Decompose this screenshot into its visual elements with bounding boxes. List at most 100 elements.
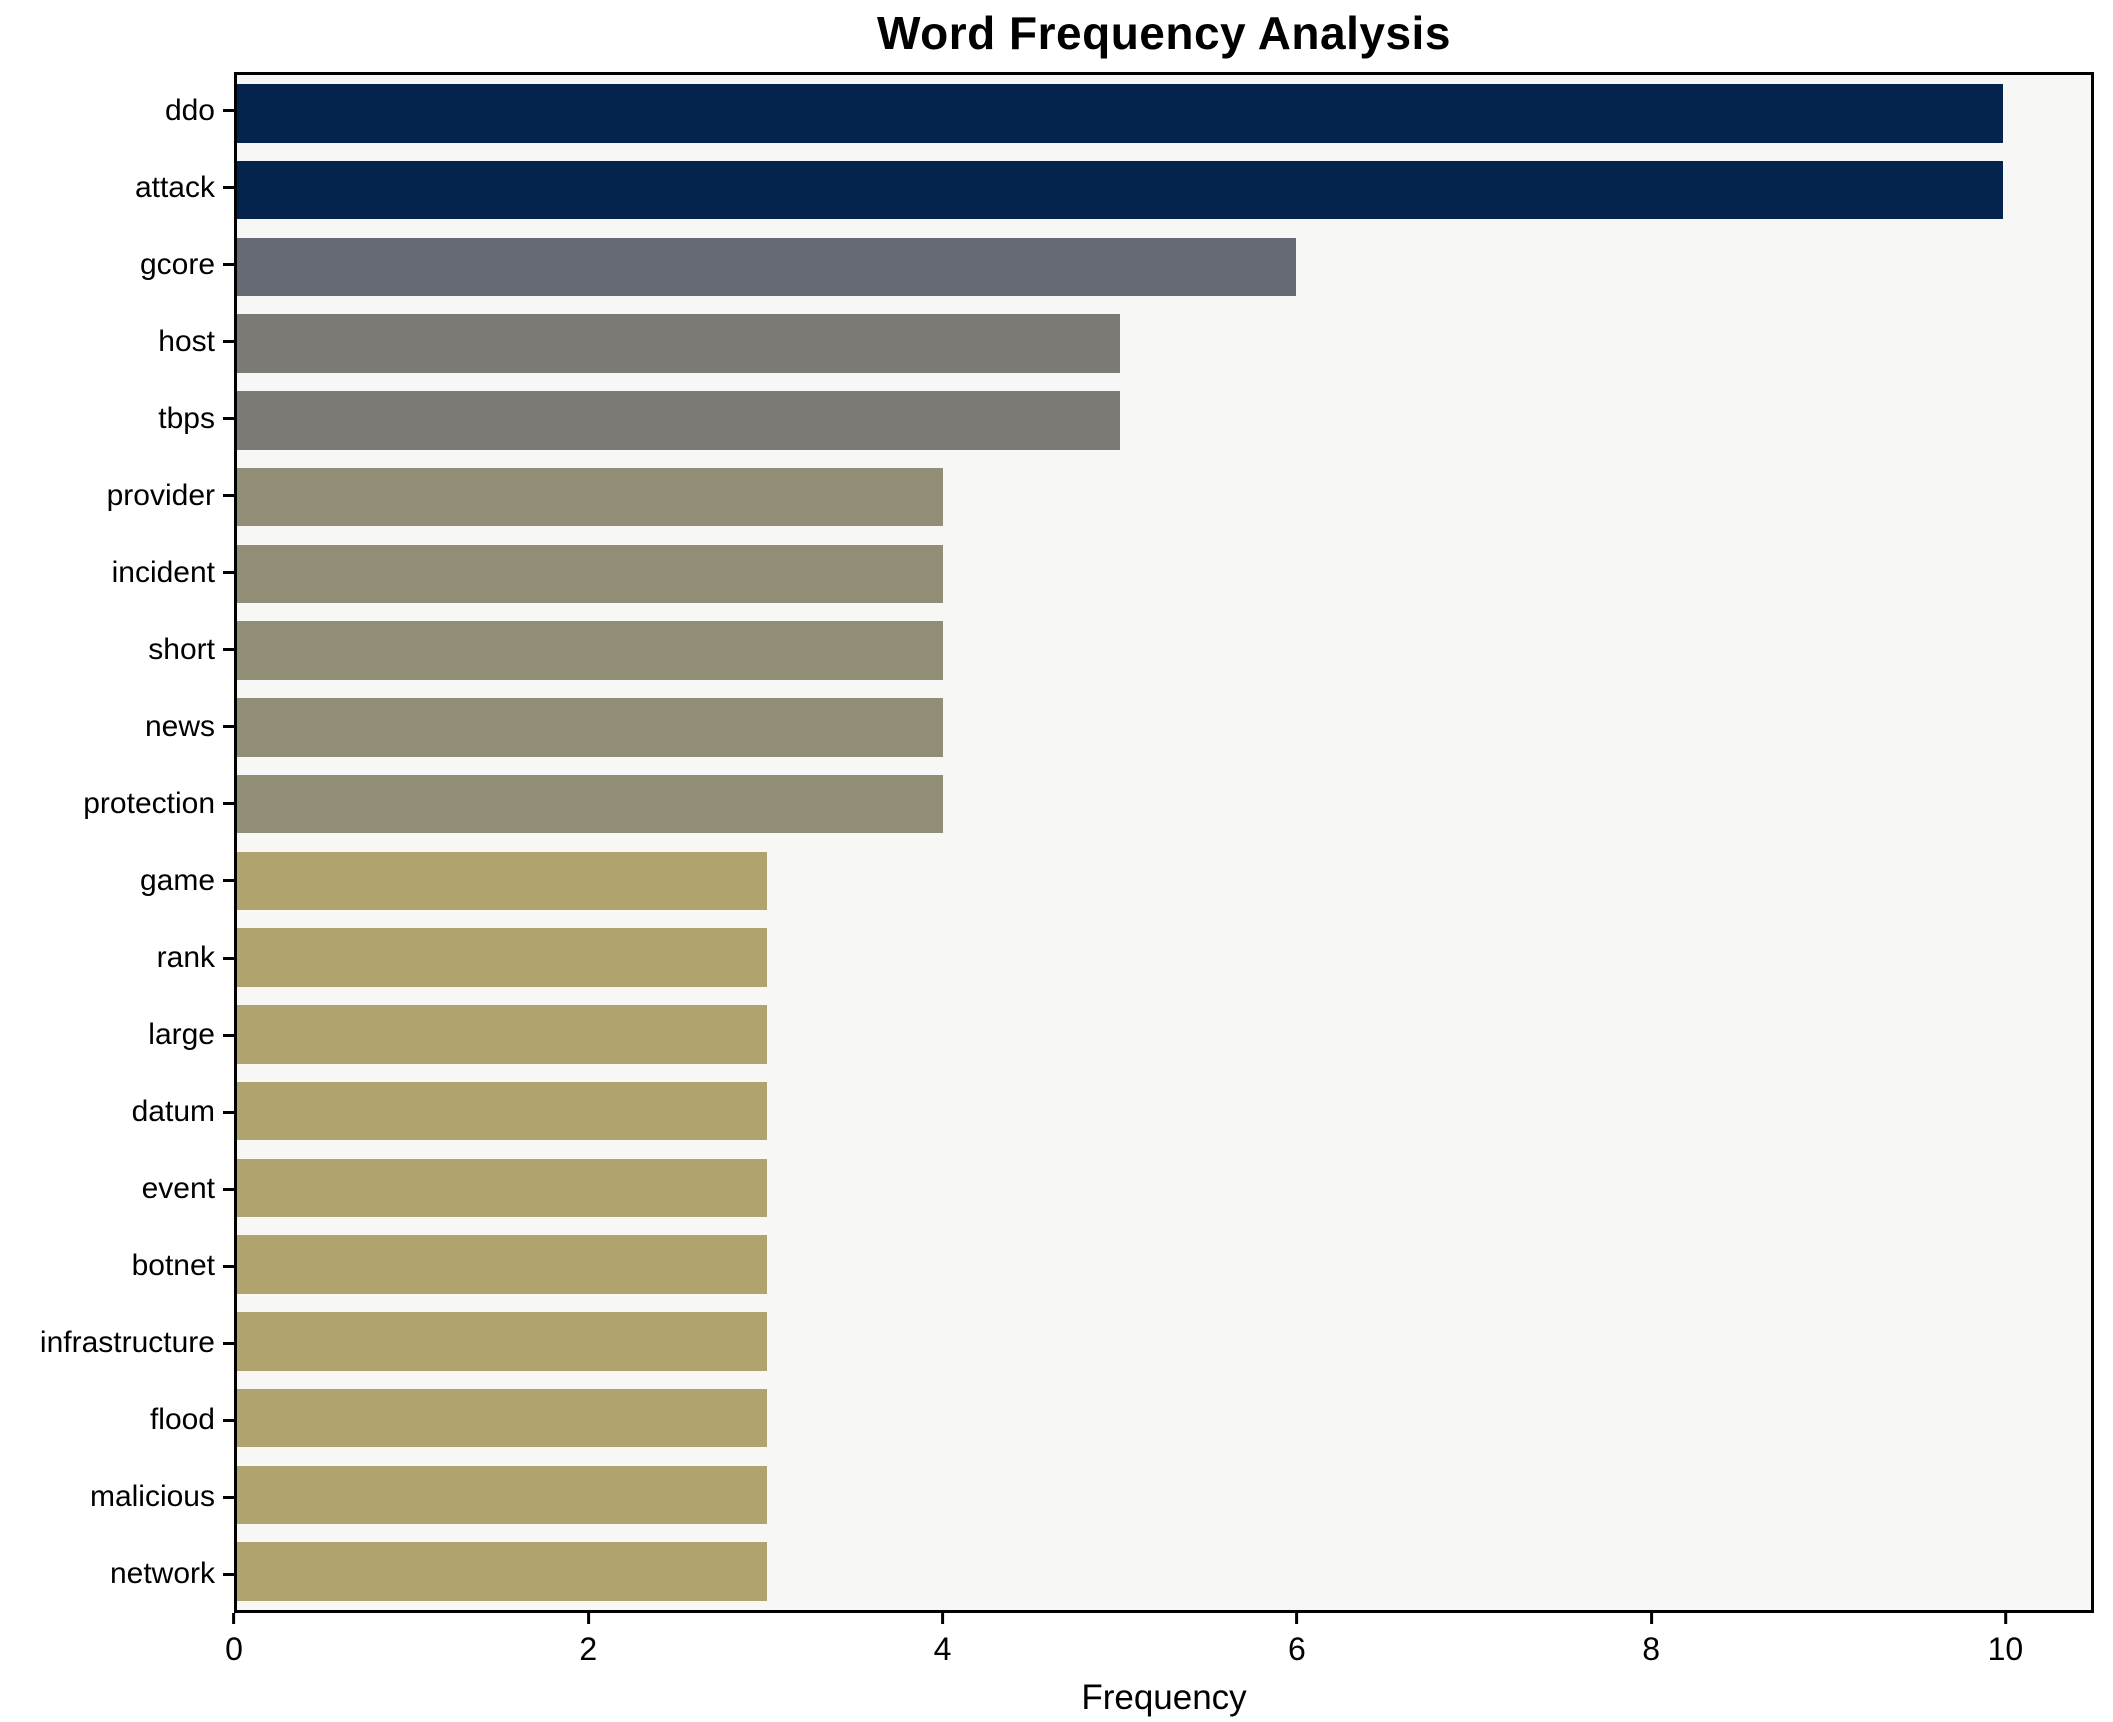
y-axis-category-label: attack — [134, 170, 215, 204]
y-axis-category-label: malicious — [89, 1480, 215, 1514]
x-axis-tick-mark — [1295, 1613, 1299, 1624]
x-axis-tick-label: 2 — [579, 1631, 598, 1667]
y-axis-tick-mark — [223, 725, 234, 729]
bar-row — [237, 1303, 2091, 1380]
y-tick-row: incident — [0, 534, 234, 611]
x-axis-tick-label: 8 — [1642, 1631, 1661, 1667]
frequency-bar — [237, 1388, 767, 1448]
x-tick: 2 — [579, 1613, 597, 1668]
y-axis-category-label: datum — [131, 1095, 215, 1129]
y-axis-tick-mark — [223, 1418, 234, 1422]
x-axis-ticks: 0 2 4 6 8 10 — [225, 1613, 2094, 1683]
y-axis-category-label: infrastructure — [39, 1326, 215, 1360]
frequency-bar — [237, 1005, 767, 1064]
y-tick-row: event — [0, 1151, 234, 1228]
plot-area — [234, 72, 2094, 1613]
y-tick-row: flood — [0, 1382, 234, 1459]
x-tick: 8 — [1642, 1613, 1660, 1668]
y-axis-category-label: event — [141, 1172, 215, 1206]
x-axis-tick-label: 0 — [225, 1631, 243, 1667]
y-axis-tick-mark — [223, 1187, 234, 1191]
bar-row — [237, 612, 2091, 689]
y-axis-tick-mark — [223, 186, 234, 190]
y-tick-row: protection — [0, 765, 234, 842]
y-axis-tick-mark — [223, 1341, 234, 1345]
bar-row — [237, 1150, 2091, 1227]
bar-row — [237, 305, 2091, 382]
frequency-bar — [237, 1081, 767, 1141]
y-axis-tick-mark — [223, 802, 234, 806]
y-axis-tick-mark — [223, 494, 234, 498]
frequency-bar — [237, 1465, 767, 1525]
y-axis-tick-mark — [223, 1264, 234, 1268]
y-tick-row: ddo — [0, 72, 234, 149]
bar-row — [237, 919, 2091, 996]
frequency-bar — [237, 544, 944, 604]
frequency-bar — [237, 314, 1120, 373]
y-axis-category-label: host — [158, 324, 215, 358]
frequency-bar — [237, 1312, 767, 1371]
y-axis-tick-mark — [223, 1572, 234, 1576]
bar-row — [237, 382, 2091, 459]
x-axis-tick-mark — [1649, 1613, 1653, 1624]
y-axis-category-label: gcore — [139, 247, 215, 281]
bar-row — [237, 996, 2091, 1073]
frequency-bar — [237, 698, 944, 757]
bar-row — [237, 689, 2091, 766]
x-tick: 0 — [225, 1613, 243, 1668]
x-tick: 4 — [933, 1613, 952, 1668]
frequency-bar — [237, 1158, 767, 1218]
y-tick-row: game — [0, 842, 234, 919]
x-axis-tick-mark — [232, 1613, 236, 1624]
x-axis-tick-mark — [941, 1613, 945, 1624]
y-axis-category-label: tbps — [158, 401, 215, 435]
frequency-bar — [237, 928, 767, 987]
y-axis-category-label: protection — [83, 786, 215, 820]
bar-row — [237, 766, 2091, 843]
frequency-bar — [237, 237, 1297, 297]
bar-row — [237, 843, 2091, 920]
y-axis-category-label: flood — [149, 1403, 215, 1437]
y-axis-category-label: network — [109, 1557, 215, 1591]
y-tick-row: short — [0, 611, 234, 688]
frequency-bar — [237, 774, 944, 834]
bar-row — [237, 459, 2091, 536]
bar-row — [237, 1533, 2091, 1610]
y-axis-tick-mark — [223, 340, 234, 344]
y-tick-row: large — [0, 997, 234, 1074]
y-axis-category-label: short — [148, 632, 215, 666]
y-axis-tick-mark — [223, 1495, 234, 1499]
y-axis-tick-mark — [223, 571, 234, 575]
y-tick-row: infrastructure — [0, 1305, 234, 1382]
frequency-bar — [237, 160, 2003, 220]
y-tick-row: gcore — [0, 226, 234, 303]
bar-row — [237, 1380, 2091, 1457]
frequency-bar — [237, 84, 2003, 143]
y-tick-row: host — [0, 303, 234, 380]
y-tick-row: rank — [0, 920, 234, 997]
bar-row — [237, 536, 2091, 613]
x-axis-tick-mark — [586, 1613, 590, 1624]
frequency-bar — [237, 851, 767, 911]
bar-row — [237, 152, 2091, 229]
bar-row — [237, 1226, 2091, 1303]
y-tick-row: tbps — [0, 380, 234, 457]
y-axis-tick-mark — [223, 648, 234, 652]
y-axis-category-label: ddo — [164, 93, 215, 127]
y-axis-tick-mark — [223, 417, 234, 421]
bars-container — [237, 75, 2091, 1610]
y-axis-category-label: large — [148, 1018, 215, 1052]
x-axis-tick-label: 4 — [933, 1631, 952, 1667]
frequency-bar — [237, 1542, 767, 1601]
bar-row — [237, 1457, 2091, 1534]
chart-title: Word Frequency Analysis — [877, 7, 1451, 59]
x-tick: 10 — [1988, 1613, 2023, 1668]
frequency-bar — [237, 467, 944, 527]
y-axis-category-label: game — [139, 863, 215, 897]
y-axis-category-label: provider — [106, 478, 215, 512]
x-axis-tick-mark — [2003, 1613, 2007, 1624]
frequency-bar — [237, 621, 944, 680]
y-axis-tick-mark — [223, 956, 234, 960]
y-tick-row: malicious — [0, 1459, 234, 1536]
